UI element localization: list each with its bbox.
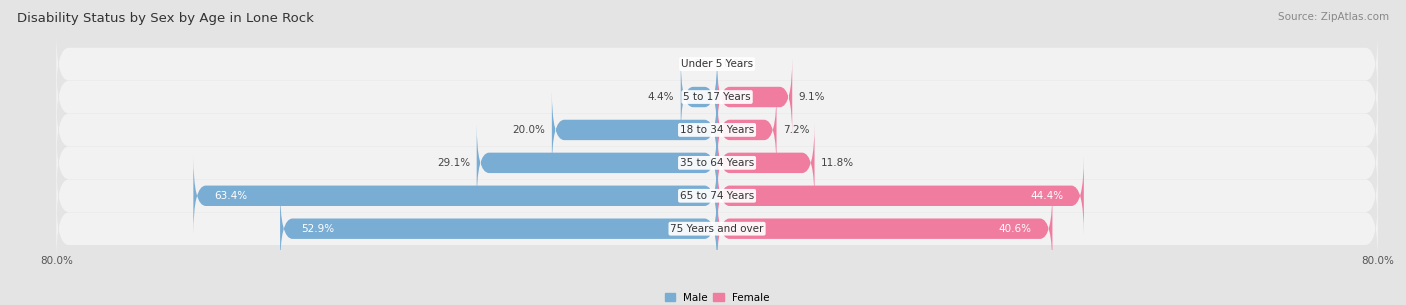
FancyBboxPatch shape xyxy=(194,156,717,235)
FancyBboxPatch shape xyxy=(56,97,1378,163)
FancyBboxPatch shape xyxy=(56,130,1378,196)
Text: 35 to 64 Years: 35 to 64 Years xyxy=(681,158,754,168)
FancyBboxPatch shape xyxy=(717,156,1084,235)
Text: Under 5 Years: Under 5 Years xyxy=(681,59,754,69)
FancyBboxPatch shape xyxy=(551,91,717,169)
Text: Disability Status by Sex by Age in Lone Rock: Disability Status by Sex by Age in Lone … xyxy=(17,12,314,25)
Text: 52.9%: 52.9% xyxy=(301,224,333,234)
FancyBboxPatch shape xyxy=(717,124,814,202)
FancyBboxPatch shape xyxy=(681,58,717,136)
FancyBboxPatch shape xyxy=(280,189,717,268)
Text: 4.4%: 4.4% xyxy=(648,92,673,102)
FancyBboxPatch shape xyxy=(717,189,1053,268)
Text: 18 to 34 Years: 18 to 34 Years xyxy=(681,125,754,135)
FancyBboxPatch shape xyxy=(477,124,717,202)
Text: 20.0%: 20.0% xyxy=(512,125,546,135)
Text: 5 to 17 Years: 5 to 17 Years xyxy=(683,92,751,102)
Text: 0.0%: 0.0% xyxy=(685,59,710,69)
FancyBboxPatch shape xyxy=(56,196,1378,262)
Text: 75 Years and over: 75 Years and over xyxy=(671,224,763,234)
Text: 29.1%: 29.1% xyxy=(437,158,470,168)
FancyBboxPatch shape xyxy=(56,163,1378,229)
FancyBboxPatch shape xyxy=(56,64,1378,130)
FancyBboxPatch shape xyxy=(56,31,1378,97)
Text: 9.1%: 9.1% xyxy=(799,92,825,102)
Text: 11.8%: 11.8% xyxy=(821,158,855,168)
Text: 7.2%: 7.2% xyxy=(783,125,810,135)
Text: Source: ZipAtlas.com: Source: ZipAtlas.com xyxy=(1278,12,1389,22)
Text: 0.0%: 0.0% xyxy=(724,59,749,69)
Text: 44.4%: 44.4% xyxy=(1031,191,1063,201)
Text: 63.4%: 63.4% xyxy=(214,191,247,201)
Text: 65 to 74 Years: 65 to 74 Years xyxy=(681,191,754,201)
FancyBboxPatch shape xyxy=(717,58,792,136)
Legend: Male, Female: Male, Female xyxy=(665,293,769,303)
FancyBboxPatch shape xyxy=(717,91,776,169)
Text: 40.6%: 40.6% xyxy=(998,224,1032,234)
